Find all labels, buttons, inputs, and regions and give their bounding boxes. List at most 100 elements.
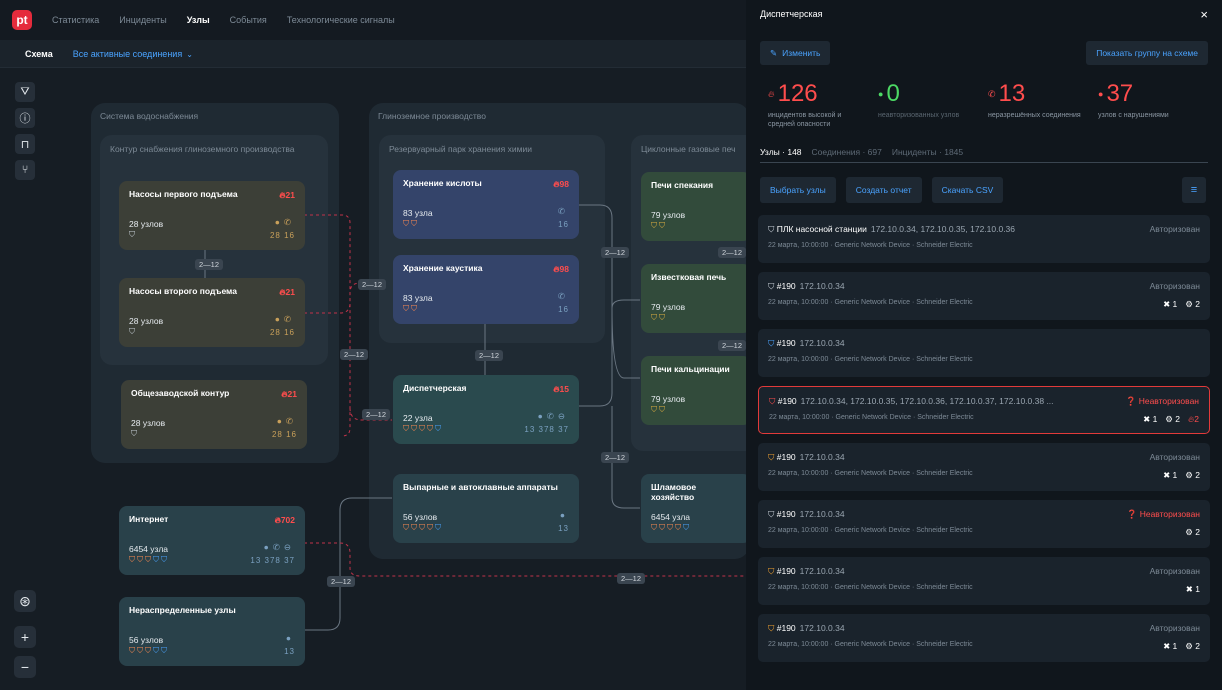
node-card[interactable]: Известковая печь 79 узлов ⛉⛉ — [641, 264, 746, 333]
schema-tab[interactable]: Схема — [25, 48, 53, 59]
tab-nodes[interactable]: Узлы · 148 — [760, 147, 802, 157]
shield-icon: ⛉⛉ — [651, 405, 667, 414]
node-card[interactable]: Выпарные и автоклавные аппараты 56 узлов… — [393, 474, 579, 543]
node-count: 79 узлов — [651, 302, 686, 312]
status-badge: Авторизован — [1149, 452, 1200, 462]
shield-icon: ⛉ — [768, 566, 777, 576]
nav-incidents[interactable]: Инциденты — [119, 15, 167, 25]
node-card[interactable]: Насосы второго подъема 🔥︎21 28 узлов ●✆ … — [119, 278, 305, 347]
panel-buttons: ✎ Изменить Показать группу на схеме — [746, 28, 1222, 65]
phone-icon: ✆ — [988, 89, 996, 99]
edit-button[interactable]: ✎ Изменить — [760, 41, 831, 65]
stat-incidents: 🔥︎ 126 инцидентов высокой и средней опасн… — [768, 81, 878, 129]
edge-label[interactable]: 2—12 — [358, 279, 387, 290]
lock-icon[interactable]: ⊓ — [15, 134, 35, 154]
phone-icon: ✆ — [283, 217, 295, 227]
node-card[interactable]: Общезаводской контур 🔥︎21 28 узлов ●✆ 28… — [121, 380, 307, 449]
node-card[interactable]: Печи спекания 79 узлов ⛉⛉ — [641, 172, 746, 241]
gear-icon: ⚙ — [1185, 527, 1196, 537]
list-item[interactable]: ⛉ #190 172.10.0.34 22 марта, 10:00:00 · G… — [758, 614, 1210, 662]
node-card-selected[interactable]: Диспетчерская 🔥︎15 22 узла ●✆⊖ 13 378 37… — [393, 375, 579, 444]
info-icon[interactable]: ⓘ — [15, 108, 35, 128]
edge-label[interactable]: 2—12 — [718, 340, 746, 351]
zoom-out-icon[interactable]: − — [14, 656, 36, 678]
close-icon[interactable]: × — [1200, 6, 1208, 22]
question-icon: ● — [537, 411, 547, 421]
node-card[interactable]: Интернет 🔥︎702 6454 узла ●✆⊖ 13 378 37 ⛉… — [119, 506, 305, 575]
tab-incidents[interactable]: Инциденты · 1845 — [891, 147, 964, 157]
list-item-selected[interactable]: ⛉ #190 172.10.0.34, 172.10.0.35, 172.10.0… — [758, 386, 1210, 434]
node-title: Шламовое хозяйство — [651, 482, 697, 502]
edge-label[interactable]: 2—12 — [327, 576, 356, 587]
node-count: 56 узлов — [129, 635, 164, 645]
nav-statistics[interactable]: Статистика — [52, 15, 100, 25]
fit-icon[interactable]: ⊛ — [14, 590, 36, 612]
stat-connections: ✆ 13 неразрешённых соединения — [988, 81, 1098, 129]
pencil-icon: ✎ — [770, 47, 778, 58]
diagram-canvas[interactable]: Система водоснабжения Контур снабжения г… — [0, 68, 746, 690]
status-badge: Авторизован — [1149, 281, 1200, 291]
node-title: Общезаводской контур — [131, 388, 230, 398]
edge-label[interactable]: 2—12 — [340, 349, 369, 360]
panel-tabs: Узлы · 148 Соединения · 697 Инциденты · … — [760, 147, 1208, 163]
panel-header: Диспетчерская × — [746, 0, 1222, 28]
edge-label[interactable]: 2—12 — [475, 350, 504, 361]
node-title: Насосы второго подъема — [129, 286, 237, 296]
tab-connections[interactable]: Соединения · 697 — [811, 147, 882, 157]
node-name: #190 — [776, 566, 796, 576]
fork-icon[interactable]: ⑂ — [15, 160, 35, 180]
nav-events[interactable]: События — [229, 15, 267, 25]
top-bar: pt Статистика Инциденты Узлы События Тех… — [0, 0, 746, 40]
node-status-icons: ●✆⊖ — [538, 411, 569, 422]
edge-label[interactable]: 2—12 — [617, 573, 646, 584]
edge-label[interactable]: 2—12 — [195, 259, 224, 270]
node-card[interactable]: Печи кальцинации 79 узлов ⛉⛉ — [641, 356, 746, 425]
node-status-counts: 13 — [558, 524, 569, 533]
x-circle-icon: ✖ — [1163, 470, 1173, 480]
stat-label: неавторизованных узлов — [878, 112, 960, 119]
nav-nodes[interactable]: Узлы — [186, 15, 210, 25]
row-counters: ✖ 1 ⚙ 2 🔥︎2 — [1143, 414, 1199, 424]
download-csv-button[interactable]: Скачать CSV — [931, 177, 1004, 203]
list-item[interactable]: ⛉ #190 172.10.0.34 22 марта, 10:00:00 · G… — [758, 500, 1210, 548]
status-badge: ❓ Неавторизован — [1126, 509, 1200, 519]
shield-icon: ⛉⛉⛉⛉⛉ — [403, 523, 443, 532]
node-name: #190 — [776, 338, 796, 348]
nav-tech-signals[interactable]: Технологические сигналы — [286, 15, 395, 25]
node-status-icons: ●✆ — [277, 416, 297, 427]
show-group-button[interactable]: Показать группу на схеме — [1086, 41, 1208, 65]
stat-label: узлов с нарушениями — [1098, 112, 1169, 119]
list-item[interactable]: ⛉ #190 172.10.0.34 22 марта, 10:00:00 · G… — [758, 557, 1210, 605]
list-item[interactable]: ⛉ ПЛК насосной станции 172.10.0.34, 172.1… — [758, 215, 1210, 263]
node-card[interactable]: Хранение каустика 🔥︎98 83 узла ✆ 16 ⛉⛉ — [393, 255, 579, 324]
edge-label[interactable]: 2—12 — [601, 247, 630, 258]
left-toolbar: ⛛ ⓘ ⊓ ⑂ — [15, 82, 35, 186]
node-incidents: 🔥︎702 — [275, 515, 295, 526]
node-card[interactable]: Насосы первого подъема 🔥︎21 28 узлов ●✆ … — [119, 181, 305, 250]
node-status-counts: 28 16 — [271, 430, 297, 439]
zoom-in-icon[interactable]: + — [14, 626, 36, 648]
status-badge: ❓ Неавторизован — [1125, 396, 1199, 406]
topology-icon[interactable]: ⛛ — [15, 82, 35, 102]
shield-icon: ⛉ — [768, 224, 777, 234]
node-card[interactable]: Хранение кислоты 🔥︎98 83 узла ✆ 16 ⛉⛉ — [393, 170, 579, 239]
list-item[interactable]: ⛉ #190 172.10.0.34 22 марта, 10:00:00 · G… — [758, 329, 1210, 377]
node-card[interactable]: Шламовое хозяйство 6454 узла ⛉⛉⛉⛉⛉ — [641, 474, 746, 543]
pt-logo[interactable]: pt — [12, 10, 32, 30]
list-item[interactable]: ⛉ #190 172.10.0.34 22 марта, 10:00:00 · G… — [758, 272, 1210, 320]
create-report-button[interactable]: Создать отчет — [845, 177, 922, 203]
shield-icon: ⛉ — [129, 230, 137, 239]
list-item[interactable]: ⛉ #190 172.10.0.34 22 марта, 10:00:00 · G… — [758, 443, 1210, 491]
node-title: Печи кальцинации — [651, 364, 730, 374]
node-incidents-count: 21 — [287, 389, 297, 399]
dot-icon: ● — [878, 89, 884, 99]
select-nodes-button[interactable]: Выбрать узлы — [760, 177, 836, 203]
node-status-counts: 13 — [284, 647, 295, 656]
filter-icon[interactable]: ≡ — [1182, 177, 1206, 203]
edge-label[interactable]: 2—12 — [718, 247, 746, 258]
node-meta: 22 марта, 10:00:00 · Generic Network Dev… — [768, 356, 973, 363]
edge-label[interactable]: 2—12 — [362, 409, 391, 420]
connections-filter-dropdown[interactable]: Все активные соединения ⌄ — [73, 49, 193, 59]
edge-label[interactable]: 2—12 — [601, 452, 630, 463]
node-card[interactable]: Нераспределенные узлы 56 узлов ● 13 ⛉⛉⛉⛉… — [119, 597, 305, 666]
